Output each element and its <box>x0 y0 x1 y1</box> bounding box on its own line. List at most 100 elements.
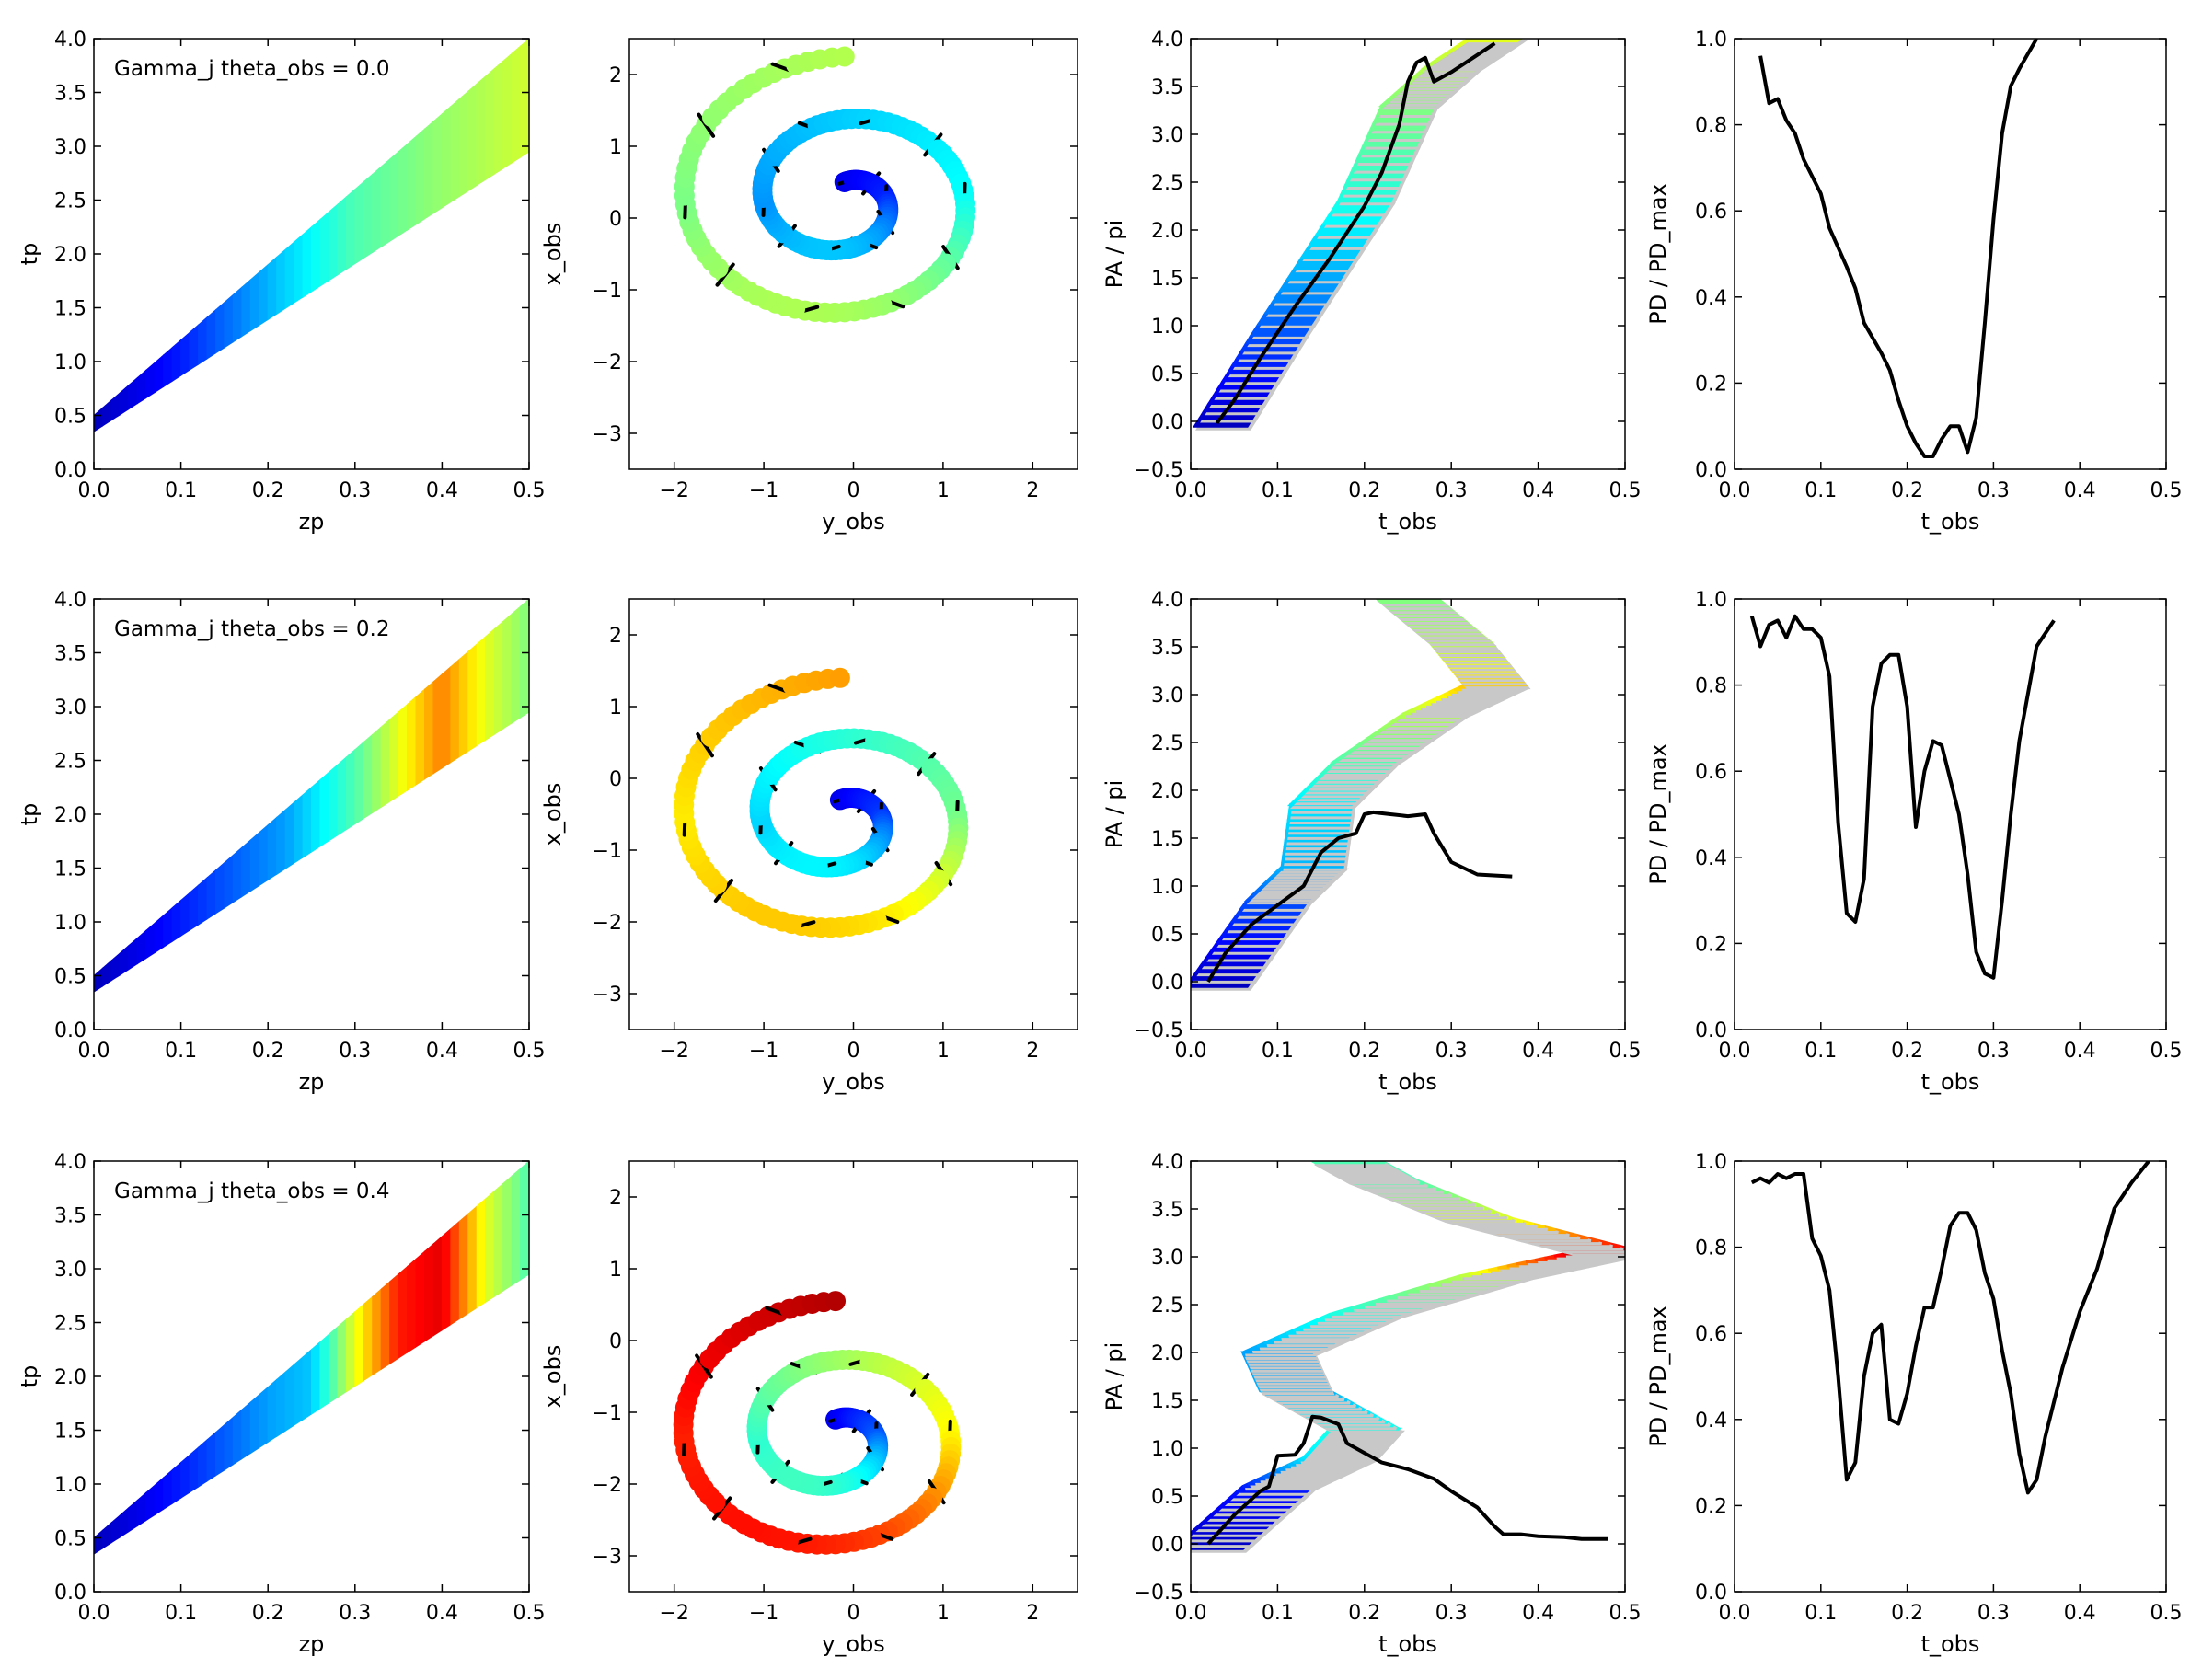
x-tick-label: 0.0 <box>1719 1602 1751 1625</box>
x-tick-label: 0.3 <box>1977 1602 2010 1625</box>
band-segment <box>284 801 295 870</box>
band-segment <box>94 967 103 993</box>
band-segment <box>311 218 321 293</box>
band-segment <box>128 937 138 971</box>
y-tick-label: 1.5 <box>1151 268 1183 291</box>
band-segment <box>110 391 121 421</box>
band-segment <box>171 899 182 943</box>
y-tick-label: 0.0 <box>1151 1534 1183 1557</box>
x-tick-label: 0.2 <box>1348 1040 1380 1063</box>
x-tick-label: 0.1 <box>1804 1602 1837 1625</box>
y-tick-label: 1.5 <box>54 298 86 321</box>
y-tick-label: 2.0 <box>54 804 86 827</box>
y-tick-label: 1.5 <box>1151 1390 1183 1413</box>
subplot-r0c0: 0.0 0.1 0.2 0.3 0.4 0.5 0.0 0.5 1.0 1.5 2.0 2.5 3.0 3… <box>17 29 546 535</box>
band-segment <box>319 211 329 287</box>
band-segment <box>389 150 399 243</box>
plot-area <box>94 1161 529 1555</box>
band-segment <box>493 60 504 176</box>
band-segment <box>363 733 374 820</box>
theta-annotation: Gamma_j theta_obs = 0.2 <box>114 617 390 641</box>
y-axis-label: PA / pi <box>1101 220 1127 289</box>
y-axis-label: PA / pi <box>1101 780 1127 849</box>
y-tick-label: 3.0 <box>54 1259 86 1282</box>
y-tick-label: 1.0 <box>1695 29 1727 52</box>
y-tick-label: 0.0 <box>54 1582 86 1605</box>
band-segment <box>224 293 234 349</box>
x-tick-label: 0.0 <box>78 1602 110 1625</box>
band-segment <box>241 278 251 338</box>
x-tick-label: 0 <box>847 1602 860 1625</box>
y-tick-label: 2 <box>609 1187 622 1210</box>
x-tick-label: −2 <box>659 1040 688 1063</box>
x-axis-label: t_obs <box>1378 1069 1437 1095</box>
x-tick-label: 0.0 <box>1719 479 1751 502</box>
x-tick-label: 2 <box>1026 479 1039 502</box>
plot-area <box>1750 1161 2150 1495</box>
band-segment <box>345 748 356 831</box>
theta-annotation: Gamma_j theta_obs = 0.4 <box>114 1179 390 1203</box>
band-segment <box>101 960 112 987</box>
y-tick-label: 0.4 <box>1695 1410 1727 1433</box>
axes-frame <box>1190 38 1626 470</box>
x-axis-label: y_obs <box>822 1631 885 1657</box>
y-axis-label: tp <box>17 803 42 826</box>
plot-area <box>674 667 969 938</box>
band-segment <box>407 696 417 791</box>
band-segment <box>249 270 260 332</box>
y-axis-label: PA / pi <box>1101 1342 1127 1411</box>
x-tick-label: 0.1 <box>1262 1602 1294 1625</box>
band-segment <box>294 793 304 865</box>
y-tick-label: 2.0 <box>1151 220 1183 243</box>
y-tick-label: 1.0 <box>54 351 86 374</box>
plot-area <box>673 1291 962 1555</box>
x-tick-label: 0.3 <box>1977 479 2010 502</box>
y-tick-label: 0.2 <box>1695 933 1727 956</box>
band-segment <box>110 951 121 982</box>
band-segment <box>189 324 200 372</box>
y-axis-label: x_obs <box>540 783 566 846</box>
y-tick-label: 0.0 <box>54 1019 86 1042</box>
band-segment <box>415 1250 425 1348</box>
band-segment <box>337 195 347 276</box>
plot-area <box>1191 1161 1625 1553</box>
y-tick-label: 0.0 <box>1151 972 1183 995</box>
band-segment <box>354 180 364 265</box>
band-segment <box>206 308 216 360</box>
x-tick-label: 0.3 <box>1435 1040 1468 1063</box>
y-axis-label: PD / PD_max <box>1645 183 1671 325</box>
x-tick-label: 0.3 <box>1977 1040 2010 1063</box>
spiral-point <box>829 667 850 688</box>
band-segment <box>232 286 243 343</box>
y-tick-label: −0.5 <box>1135 1019 1183 1042</box>
band-segment <box>267 816 278 881</box>
plot-area <box>674 46 976 323</box>
band-segment <box>154 1476 165 1516</box>
band-segment <box>319 1333 329 1410</box>
x-axis-label: y_obs <box>822 509 885 535</box>
spiral-point <box>825 1291 847 1312</box>
y-tick-label: 1.0 <box>1695 589 1727 612</box>
y-tick-label: 0.0 <box>54 459 86 482</box>
band-segment <box>458 90 469 198</box>
x-tick-label: −1 <box>749 1602 778 1625</box>
band-segment <box>198 1438 208 1488</box>
series-line-pd <box>1758 39 2039 458</box>
y-tick-label: 1.0 <box>1151 876 1183 899</box>
x-tick-label: 0.1 <box>1262 1040 1294 1063</box>
y-tick-label: 0.2 <box>1695 373 1727 396</box>
band-segment <box>189 1446 200 1494</box>
y-axis-label: PD / PD_max <box>1645 1306 1671 1447</box>
band-segment <box>284 1364 295 1433</box>
y-tick-label: 1.5 <box>54 858 86 881</box>
x-tick-label: 0.2 <box>1348 1602 1380 1625</box>
y-tick-label: 3.5 <box>54 83 86 106</box>
y-tick-label: 1.0 <box>1695 1151 1727 1174</box>
band-segment <box>328 203 339 282</box>
x-tick-label: 2 <box>1026 1602 1039 1625</box>
band-segment <box>502 1175 513 1293</box>
x-tick-label: 0 <box>847 479 860 502</box>
x-tick-label: 0.5 <box>1609 479 1642 502</box>
band-segment <box>467 643 478 753</box>
band-segment <box>276 248 286 316</box>
